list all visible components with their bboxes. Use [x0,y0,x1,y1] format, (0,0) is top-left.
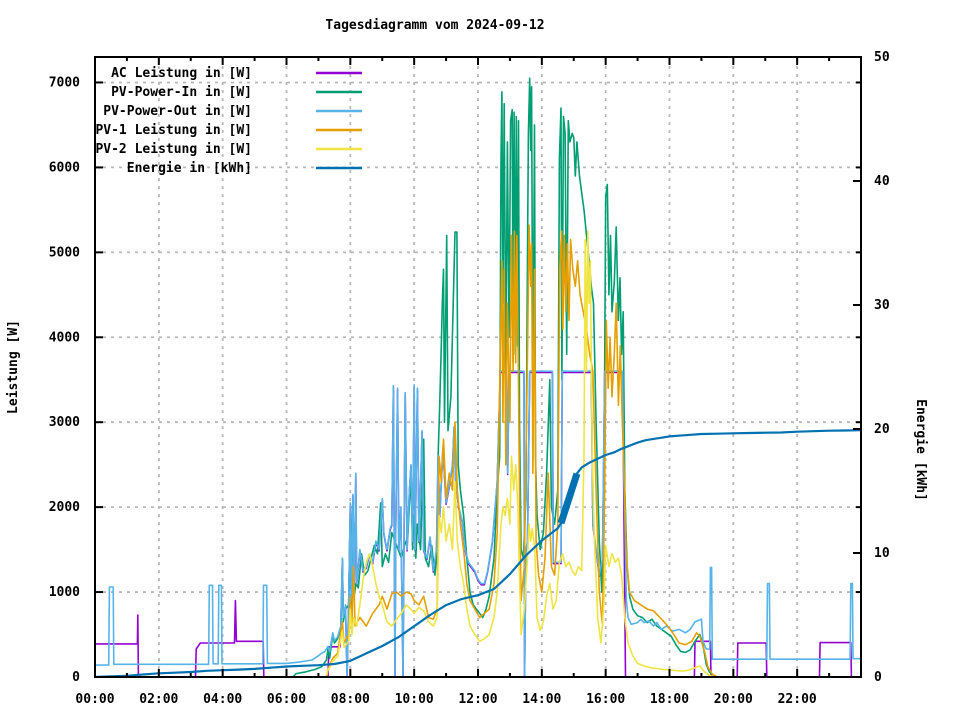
legend-label-pv-power-in: PV-Power-In in [W] [111,85,252,100]
plot-border [94,56,862,678]
series-layer [94,77,862,679]
x-tick-label: 02:00 [139,692,178,707]
axis-layer: 00:00 02:00 04:00 06:00 08:00 10:00 12:00 14:00… [49,50,890,707]
x-tick-label: 22:00 [778,692,817,707]
y-left-tick-label: 6000 [49,160,80,175]
x-tick-label: 16:00 [586,692,625,707]
y-right-tick-label: 40 [874,174,890,189]
x-tick-label: 06:00 [267,692,306,707]
y-right-tick-label: 20 [874,422,890,437]
y-right-tick-label: 10 [874,546,890,561]
y-left-tick-label: 3000 [49,415,80,430]
legend: AC Leistung in [W] PV-Power-In in [W] PV… [95,66,362,176]
y-left-tick-label: 5000 [49,245,80,260]
series-line-pv2 [95,230,861,678]
right-axis-title: Energie [kWh] [913,399,928,501]
legend-item-pv2-leistung: PV-2 Leistung in [W] [95,142,362,157]
left-axis-title: Leistung [W] [6,320,21,414]
x-tick-label: 08:00 [331,692,370,707]
x-tick-label: 10:00 [395,692,434,707]
x-tick-label: 04:00 [203,692,242,707]
y-right-tick-label: 0 [874,670,882,685]
x-tick-label: 20:00 [714,692,753,707]
x-tick-label: 00:00 [75,692,114,707]
chart-title: Tagesdiagramm vom 2024-09-12 [325,18,544,33]
legend-item-pv-power-in: PV-Power-In in [W] [111,85,362,100]
series-line-pv1 [95,224,861,678]
legend-item-pv-power-out: PV-Power-Out in [W] [103,104,362,119]
x-tick-label: 12:00 [458,692,497,707]
y-left-tick-label: 7000 [49,75,80,90]
legend-label-ac-leistung: AC Leistung in [W] [111,66,252,81]
x-tick-label: 18:00 [650,692,689,707]
y-right-tick-label: 50 [874,50,890,65]
series-line-pv_in [95,77,861,678]
y-left-tick-label: 1000 [49,585,80,600]
series-line-pv_out [95,370,861,678]
legend-label-energie: Energie in [kWh] [127,161,252,176]
series-line-energy [94,429,862,679]
y-left-tick-label: 0 [72,670,80,685]
legend-item-energie: Energie in [kWh] [127,161,362,176]
legend-item-ac-leistung: AC Leistung in [W] [111,66,362,81]
x-tick-label: 14:00 [522,692,561,707]
y-left-tick-label: 4000 [49,330,80,345]
legend-item-pv1-leistung: PV-1 Leistung in [W] [95,123,362,138]
y-left-tick-label: 2000 [49,500,80,515]
legend-label-pv2-leistung: PV-2 Leistung in [W] [95,142,252,157]
legend-label-pv-power-out: PV-Power-Out in [W] [103,104,252,119]
series-thick-segment-energy [557,472,581,525]
y-right-tick-label: 30 [874,298,890,313]
legend-label-pv1-leistung: PV-1 Leistung in [W] [95,123,252,138]
